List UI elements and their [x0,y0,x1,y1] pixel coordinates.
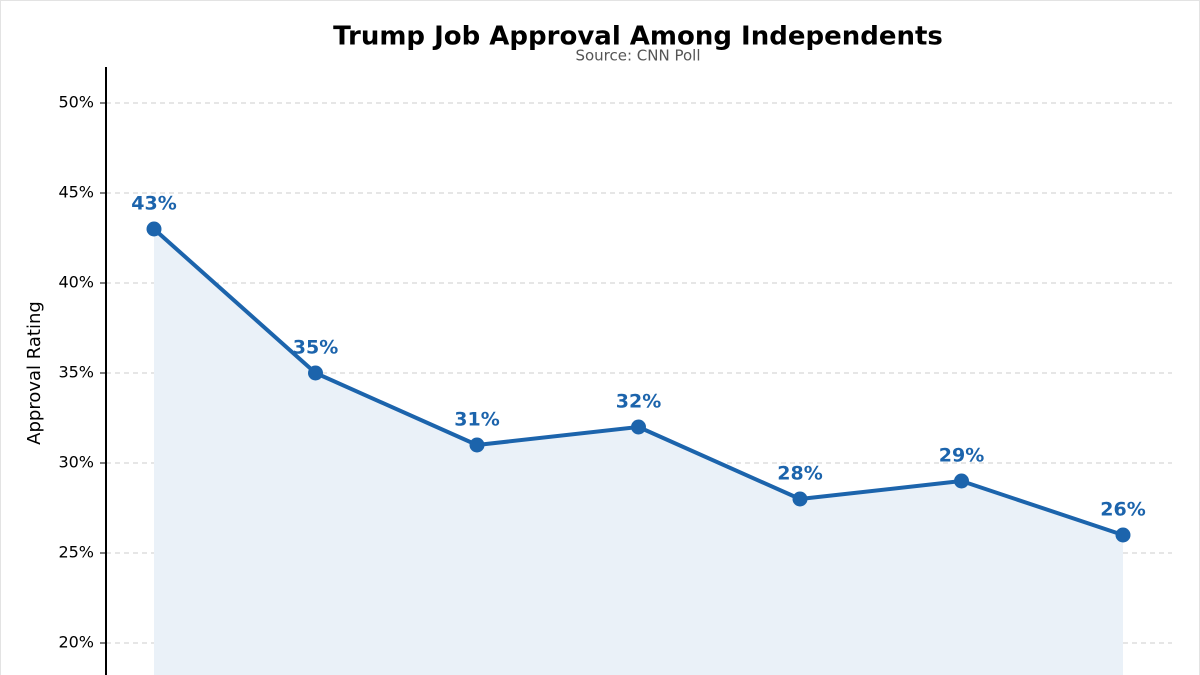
y-tick-label: 35% [58,363,94,382]
point [469,437,485,453]
data-label: 28% [777,463,822,485]
y-tick-label: 45% [58,183,94,202]
data-label: 32% [616,391,661,413]
y-tick-label: 40% [58,273,94,292]
y-tick-label: 30% [58,453,94,472]
chart-title: Trump Job Approval Among Independents [333,22,943,52]
data-label: 31% [454,409,499,431]
y-tick-label: 50% [58,93,94,112]
point [954,473,969,489]
chart-subtitle: Source: CNN Poll [575,47,700,65]
point [146,221,162,237]
data-label: 26% [1100,499,1145,521]
point [631,419,646,435]
area [154,229,1123,675]
point [1115,527,1131,543]
y-axis-label: Approval Rating [24,301,45,445]
data-label: 43% [131,193,176,215]
y-tick-label: 25% [58,543,94,562]
y-tick-label: 20% [58,633,94,652]
point [308,365,323,381]
point [792,491,808,507]
data-label: 29% [939,445,984,467]
data-label: 35% [293,337,338,359]
